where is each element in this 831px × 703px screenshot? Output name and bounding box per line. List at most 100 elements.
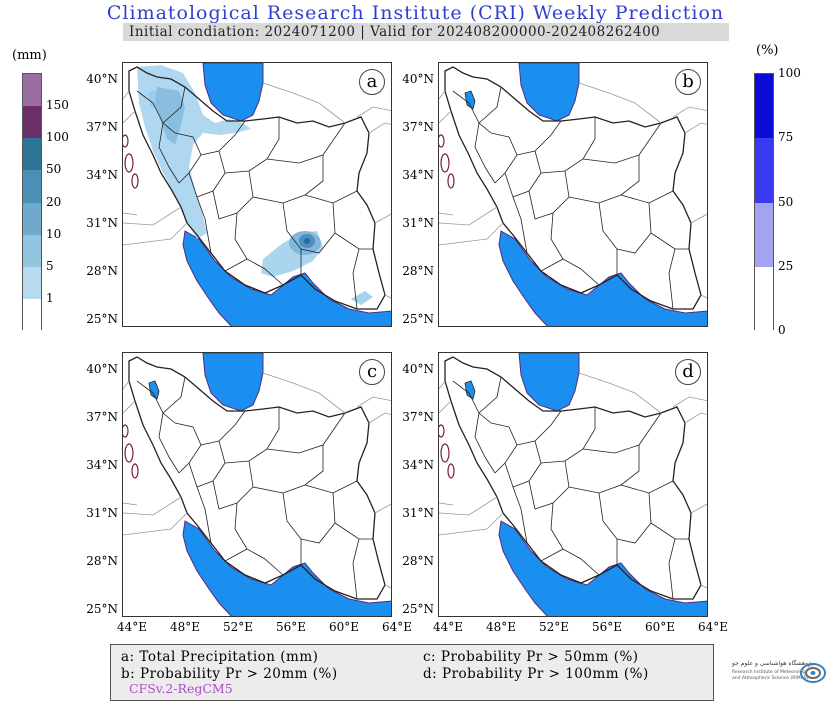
province-border bbox=[620, 480, 674, 494]
map-panel-d: d bbox=[438, 352, 708, 617]
lat-tick-label: 37°N bbox=[402, 410, 434, 424]
province-border bbox=[550, 212, 600, 286]
chart-title: Climatological Research Institute (CRI) … bbox=[106, 2, 725, 24]
colorbar-tick-label: 50 bbox=[778, 194, 794, 209]
province-border bbox=[550, 502, 600, 576]
province-border bbox=[620, 190, 674, 204]
neighbour-border bbox=[578, 82, 662, 124]
persian-gulf bbox=[498, 230, 707, 326]
province-border bbox=[582, 412, 662, 454]
lon-tick-label: 64°E bbox=[381, 620, 413, 634]
colorbar-tick-label: 0 bbox=[778, 323, 786, 337]
map-panel-b: b bbox=[438, 62, 708, 327]
lat-tick-label: 31°N bbox=[86, 506, 118, 520]
neighbour-border bbox=[439, 110, 452, 124]
province-border bbox=[300, 232, 336, 254]
province-border bbox=[196, 486, 212, 544]
province-border bbox=[196, 196, 212, 254]
neighbour-border bbox=[123, 512, 188, 536]
province-border bbox=[304, 480, 358, 494]
panel-label: a bbox=[359, 69, 385, 95]
island bbox=[123, 134, 129, 148]
lat-tick-label: 28°N bbox=[402, 264, 434, 278]
neighbour-border bbox=[439, 206, 498, 226]
neighbour-border bbox=[374, 503, 391, 514]
lat-tick-label: 28°N bbox=[86, 264, 118, 278]
province-border bbox=[478, 376, 502, 414]
lat-tick-label: 28°N bbox=[402, 554, 434, 568]
island bbox=[440, 153, 450, 173]
lon-tick-label: 56°E bbox=[275, 620, 307, 634]
colorbar-swatch bbox=[23, 234, 41, 267]
island bbox=[131, 173, 139, 189]
lat-tick-label: 40°N bbox=[402, 72, 434, 86]
province-border bbox=[452, 90, 492, 134]
province-border bbox=[540, 258, 564, 272]
island bbox=[447, 463, 455, 479]
province-border bbox=[162, 86, 186, 124]
country-border bbox=[128, 66, 386, 310]
province-border bbox=[504, 150, 542, 198]
neighbour-border bbox=[123, 212, 138, 216]
colorbar-tick-label: 75 bbox=[778, 130, 794, 145]
legend-b: b: Probability Pr > 20mm (%) bbox=[121, 666, 338, 682]
province-border bbox=[616, 232, 652, 254]
province-border bbox=[304, 190, 358, 204]
province-border bbox=[224, 548, 248, 562]
province-border bbox=[174, 422, 202, 474]
colorbar-swatch bbox=[23, 138, 41, 171]
island bbox=[439, 134, 445, 148]
colorbar-tick-label: 10 bbox=[46, 226, 62, 241]
colorbar-swatch bbox=[23, 266, 41, 299]
precip-area bbox=[304, 238, 310, 244]
neighbour-border bbox=[578, 372, 662, 414]
neighbour-border bbox=[384, 584, 391, 589]
colorbar-swatch bbox=[755, 74, 773, 139]
lat-tick-label: 34°N bbox=[402, 168, 434, 182]
province-border bbox=[282, 492, 302, 565]
province-border bbox=[136, 380, 176, 424]
logo-text-en-2: and Atmospheric Science (RIMAS) bbox=[732, 676, 809, 681]
logo-text-en-1: Research Institute of Meteorology bbox=[732, 670, 808, 675]
legend-d: d: Probability Pr > 100mm (%) bbox=[423, 666, 649, 682]
neighbour-border bbox=[700, 294, 707, 299]
province-border bbox=[266, 122, 346, 164]
province-border bbox=[528, 170, 570, 220]
neighbour-border bbox=[439, 222, 504, 246]
island bbox=[124, 443, 134, 463]
province-border bbox=[478, 86, 502, 124]
province-border bbox=[352, 248, 360, 310]
lat-tick-label: 25°N bbox=[402, 312, 434, 326]
colorbar-swatch bbox=[755, 202, 773, 267]
caspian-sea bbox=[518, 63, 580, 122]
lon-tick-label: 52°E bbox=[222, 620, 254, 634]
country-border bbox=[128, 356, 386, 600]
neighbour-border bbox=[684, 412, 707, 424]
lat-tick-label: 34°N bbox=[86, 168, 118, 182]
province-border bbox=[352, 538, 360, 600]
caspian-sea bbox=[518, 353, 580, 412]
lake-urmia bbox=[148, 380, 160, 400]
lat-tick-label: 25°N bbox=[402, 602, 434, 616]
logo-text-fa: پژوهشگاه هواشناسی و علوم جو bbox=[732, 660, 814, 667]
province-border bbox=[474, 122, 496, 184]
colorbar-swatch bbox=[23, 298, 41, 331]
colorbar-swatch bbox=[23, 106, 41, 139]
neighbour-border bbox=[123, 380, 130, 390]
neighbour-border bbox=[123, 400, 136, 414]
neighbour-border bbox=[356, 106, 391, 118]
neighbour-border bbox=[439, 400, 452, 414]
province-border bbox=[582, 122, 662, 164]
province-border bbox=[616, 522, 652, 544]
persian-gulf bbox=[182, 230, 391, 326]
neighbour-border bbox=[672, 106, 707, 118]
island bbox=[131, 463, 139, 479]
lat-tick-label: 40°N bbox=[86, 362, 118, 376]
province-border bbox=[452, 380, 492, 424]
province-border bbox=[568, 155, 640, 204]
province-border bbox=[516, 120, 562, 156]
neighbour-border bbox=[690, 503, 707, 514]
lat-tick-label: 34°N bbox=[86, 458, 118, 472]
panel-label: b bbox=[675, 69, 701, 95]
lon-tick-label: 60°E bbox=[644, 620, 676, 634]
